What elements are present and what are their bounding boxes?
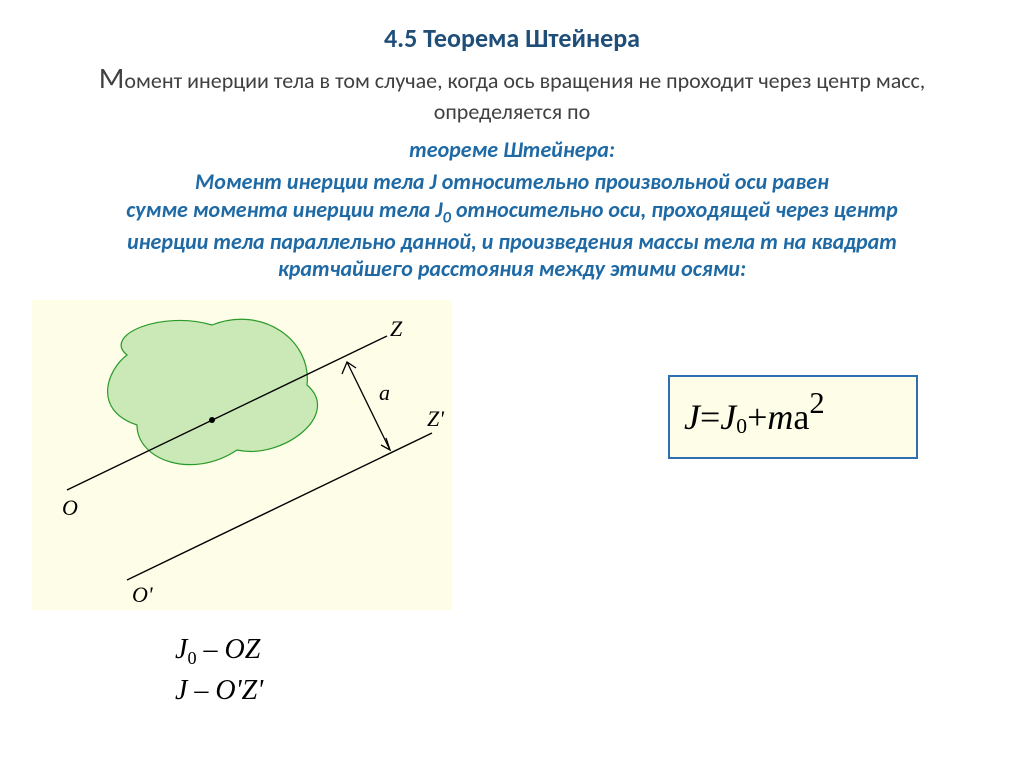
- legend-j0-sub: 0: [187, 648, 196, 668]
- intro-rest: омент инерции тела в том случае, когда о…: [124, 67, 925, 125]
- section-title: 4.5 Теорема Штейнера: [0, 22, 1024, 54]
- formula-J0: J: [720, 399, 736, 435]
- formula-J: J: [684, 399, 700, 435]
- label-oprime: O': [132, 582, 153, 607]
- body-blob: [108, 319, 318, 464]
- axis-legend: J0 – OZ J – O'Z': [175, 630, 263, 711]
- legend-line2: J – O'Z': [175, 671, 263, 712]
- theorem-line4: кратчайшего расстояния между этими осями…: [278, 255, 746, 282]
- legend-j0-j: J: [175, 634, 187, 665]
- formula-a: a: [793, 399, 809, 435]
- theorem-name: теореме Штейнера:: [0, 136, 1024, 163]
- center-dot: [209, 417, 215, 423]
- label-o: O: [62, 495, 78, 520]
- theorem-line2a: сумме момента инерции тела J: [126, 196, 442, 223]
- theorem-line2-sub: 0: [443, 207, 451, 227]
- distance-arrow: [342, 362, 390, 450]
- label-a: a: [379, 380, 390, 405]
- formula-eq: =: [700, 399, 720, 435]
- formula-sq: 2: [809, 388, 824, 419]
- theorem-line1: Момент инерции тела J относительно произ…: [195, 168, 829, 195]
- formula-plus: +: [747, 399, 767, 435]
- legend-j0-oz: – OZ: [197, 634, 261, 665]
- label-zprime: Z': [427, 406, 444, 431]
- theorem-line2b: относительно оси, проходящей через центр: [451, 196, 898, 223]
- steiner-diagram: Z Z' O O' a: [32, 300, 452, 610]
- formula-m: m: [767, 399, 793, 435]
- theorem-body: Момент инерции тела J относительно произ…: [40, 168, 984, 283]
- intro-capital: М: [99, 60, 125, 97]
- theorem-line3: инерции тела параллельно данной, и произ…: [127, 228, 897, 255]
- label-z: Z: [390, 316, 403, 341]
- intro-text: Момент инерции тела в том случае, когда …: [40, 60, 984, 125]
- formula-sub0: 0: [736, 416, 747, 438]
- legend-line1: J0 – OZ: [175, 630, 263, 671]
- steiner-formula: J=J0+ma2: [668, 375, 918, 459]
